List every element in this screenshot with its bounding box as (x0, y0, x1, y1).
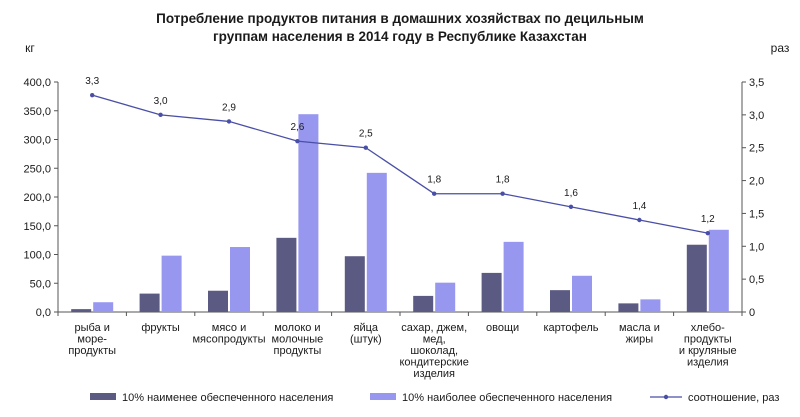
category-label: мясо и мясопродукты (192, 322, 265, 346)
bar-poorest (618, 303, 639, 312)
chart-title-line-2: группам населения в 2014 году в Республи… (213, 29, 587, 44)
y-left-tick-label: 150,0 (23, 221, 51, 233)
y-right-tick-label: 3,5 (749, 77, 764, 89)
ratio-polyline (92, 94, 708, 234)
legend: 10% наименее обеспеченного населения 10%… (90, 392, 779, 404)
bar-poorest (344, 256, 365, 312)
ratio-point (568, 204, 574, 210)
ratio-point (158, 112, 163, 118)
bar-poorest (686, 244, 707, 312)
bar-richest (640, 299, 661, 312)
y-right-tick-label: 0 (749, 307, 755, 319)
y-axis-right-ticks: 0 0,5 1,0 1,5 2,0 2,5 3,0 3,5 (742, 77, 764, 319)
category-label: молоко и молочные продукты (272, 322, 324, 357)
legend-marker-ratio (663, 394, 669, 400)
category-label: овощи (486, 322, 519, 334)
ratio-point (432, 191, 437, 196)
y-axis-left-ticks: 0,0 50,0 100,0 150,0 200,0 250,0 300,0 350,0 400… (23, 77, 58, 319)
ratio-point (226, 119, 232, 124)
legend-swatch-richest (370, 393, 396, 400)
bar-poorest (550, 290, 570, 312)
bar-poorest (276, 237, 297, 312)
ratio-data-label: 1,6 (564, 188, 578, 199)
ratio-point (500, 191, 505, 196)
bar-poorest (208, 290, 228, 312)
ratio-point (637, 217, 642, 223)
y-left-tick-label: 350,0 (23, 106, 51, 118)
ratio-data-label: 1,2 (701, 214, 715, 225)
y-left-tick-label: 400,0 (23, 77, 51, 89)
bar-poorest (71, 309, 92, 312)
chart-title-line-1: Потребление продуктов питания в домашних… (156, 11, 644, 26)
bar-richest (161, 255, 182, 312)
y-right-tick-label: 2,5 (749, 143, 764, 155)
bar-richest (366, 172, 387, 312)
category-label: рыба и море-продукты (68, 322, 116, 357)
ratio-data-label: 2,6 (290, 122, 304, 133)
bars (71, 114, 729, 312)
y-right-tick-label: 2,0 (749, 176, 764, 188)
bar-richest (435, 282, 456, 312)
y-right-tick-label: 1,0 (749, 241, 764, 253)
y-right-tick-label: 3,0 (749, 110, 764, 122)
category-label: фрукты (141, 322, 180, 334)
y-right-tick-label: 0,5 (749, 274, 764, 286)
y-right-tick-label: 1,5 (749, 208, 764, 220)
ratio-data-label: 1,8 (496, 175, 510, 186)
ratio-point (705, 230, 710, 236)
y-left-tick-label: 250,0 (23, 163, 51, 175)
category-label: хлебо-продукты и круляные изделия (679, 322, 737, 369)
ratio-point (363, 145, 368, 150)
ratio-data-label: 3,0 (154, 96, 168, 107)
y-left-tick-label: 50,0 (30, 278, 51, 290)
y-left-tick-label: 200,0 (23, 192, 51, 204)
ratio-data-label: 3,3 (85, 76, 99, 87)
ratio-line: 3,3 3,0 2,9 2,6 2,5 1,8 1,8 1,6 1,4 1,2 (85, 76, 715, 236)
legend-label-ratio: соотношение, раз (688, 392, 779, 404)
ratio-data-label: 2,9 (222, 102, 236, 113)
ratio-point (295, 138, 300, 144)
axes (57, 82, 743, 316)
y-left-tick-label: 300,0 (23, 135, 51, 147)
y-left-tick-label: 100,0 (23, 250, 51, 262)
category-label: яйца (штук) (350, 322, 382, 346)
legend-label-richest: 10% наиболее обеспеченного населения (402, 392, 612, 404)
legend-swatch-poorest (90, 393, 116, 400)
bar-poorest (481, 272, 502, 312)
bar-poorest (139, 293, 160, 312)
ratio-point (90, 92, 95, 98)
ratio-data-label: 2,5 (359, 129, 373, 140)
category-label: масла и жиры (619, 322, 660, 346)
category-label: картофель (543, 322, 598, 334)
bar-richest (708, 229, 729, 312)
ratio-data-label: 1,4 (632, 201, 646, 212)
bar-richest (230, 247, 250, 312)
bar-richest (572, 275, 592, 312)
category-labels: рыба и море-продукты фрукты мясо и мясопроду… (68, 322, 736, 380)
ratio-data-label: 1,8 (427, 175, 441, 186)
y-axis-right-label: раз (771, 41, 790, 55)
bar-richest (503, 241, 524, 312)
legend-label-poorest: 10% наименее обеспеченного населения (122, 392, 333, 404)
y-axis-left-label: кг (25, 41, 35, 55)
bar-richest (93, 302, 114, 312)
category-label: сахар, джем, мед, шоколад, кондитерские изде… (399, 322, 468, 380)
bar-richest (298, 114, 319, 312)
bar-poorest (413, 295, 434, 312)
y-left-tick-label: 0,0 (36, 307, 51, 319)
